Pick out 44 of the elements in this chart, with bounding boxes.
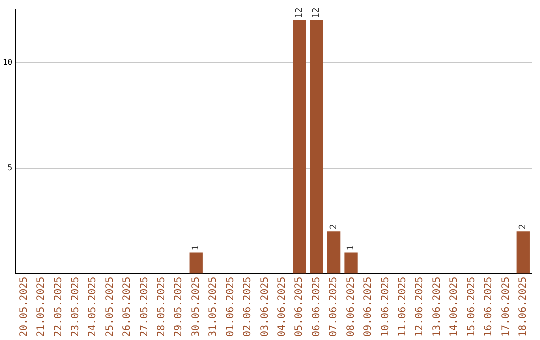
bar	[190, 252, 203, 274]
bar	[293, 20, 306, 274]
x-tick-label: 10.06.2025	[380, 276, 392, 338]
x-tick-label: 06.06.2025	[311, 276, 322, 338]
x-tick-label: 30.05.2025	[190, 276, 202, 338]
x-tick-label: 25.05.2025	[104, 276, 116, 338]
x-tick-label: 11.06.2025	[398, 276, 408, 338]
y-tick-label: 10	[2, 58, 13, 67]
x-tick-label: 05.06.2025	[294, 276, 306, 338]
x-tick-label: 20.05.2025	[18, 276, 30, 338]
data-label: 12	[312, 8, 322, 19]
x-tick-label: 23.05.2025	[70, 276, 82, 338]
data-label: 1	[346, 245, 357, 251]
x-tick-label: 28.05.2025	[156, 276, 168, 338]
bar	[516, 232, 530, 274]
bar	[310, 20, 324, 274]
x-tick-label: 17.06.2025	[500, 276, 512, 338]
x-tick-label: 13.06.2025	[432, 276, 443, 338]
x-tick-label: 08.06.2025	[346, 276, 357, 338]
x-tick-label: 24.05.2025	[88, 276, 99, 338]
data-label: 2	[518, 224, 529, 230]
data-label: 1	[192, 245, 202, 251]
x-tick-label: 18.06.2025	[518, 276, 529, 338]
x-tick-label: 02.06.2025	[242, 276, 254, 338]
x-tick-label: 31.05.2025	[208, 276, 220, 338]
x-tick-label: 15.06.2025	[466, 276, 478, 338]
x-tick-label: 07.06.2025	[328, 276, 340, 338]
bar	[327, 232, 341, 274]
x-tick-label: 14.06.2025	[449, 276, 460, 338]
bar	[344, 252, 358, 274]
x-tick-label: 29.05.2025	[174, 276, 185, 338]
x-tick-label: 03.06.2025	[260, 276, 271, 338]
x-tick-label: 12.06.2025	[414, 276, 426, 338]
x-tick-label: 04.06.2025	[277, 276, 288, 338]
x-tick-label: 21.05.2025	[36, 276, 48, 338]
x-tick-label: 22.05.2025	[53, 276, 64, 338]
data-label: 12	[294, 8, 305, 19]
x-tick-label: 27.05.2025	[139, 276, 150, 338]
x-tick-label: 09.06.2025	[363, 276, 374, 338]
x-tick-label: 01.06.2025	[225, 276, 236, 338]
x-tick-label: 16.06.2025	[484, 276, 495, 338]
y-tick-label: 5	[8, 163, 13, 172]
x-tick-label: 26.05.2025	[122, 276, 134, 338]
data-label: 2	[329, 224, 340, 230]
